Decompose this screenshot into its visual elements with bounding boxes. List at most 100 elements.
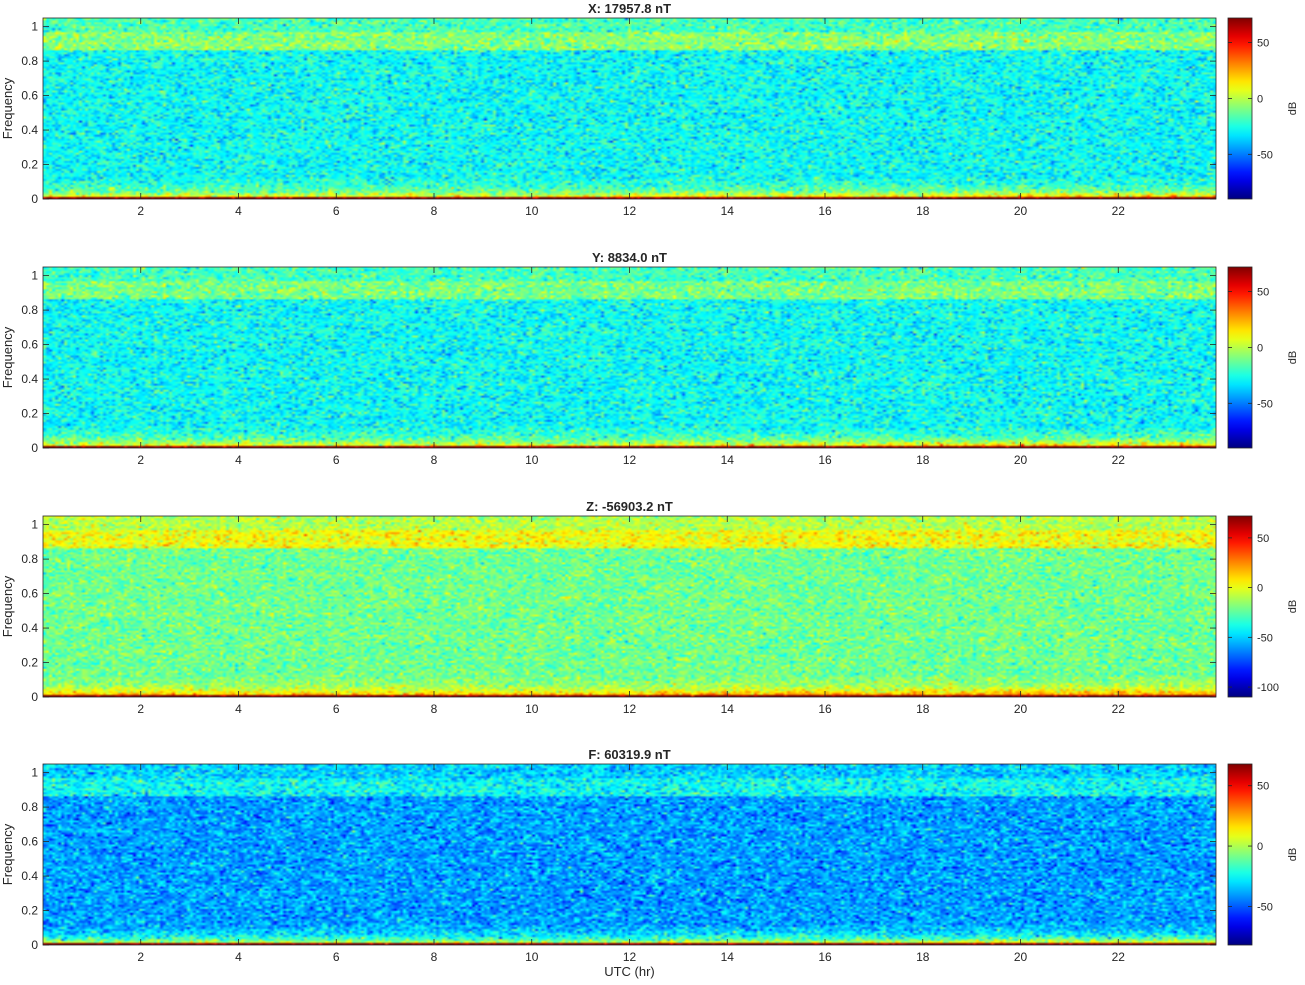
spectrogram-image: [43, 764, 1216, 945]
colorbar-tick-label: -50: [1257, 632, 1273, 644]
colorbar-tick-label: 50: [1257, 38, 1269, 50]
x-tick-label: 10: [525, 950, 539, 964]
y-tick-label: 0: [31, 690, 38, 704]
x-tick-label: 18: [916, 204, 930, 218]
x-tick-label: 6: [333, 453, 340, 467]
x-tick-label: 2: [137, 204, 144, 218]
x-tick-label: 20: [1014, 453, 1028, 467]
x-tick-label: 4: [235, 950, 242, 964]
x-tick-label: 16: [818, 204, 832, 218]
y-tick-label: 0.4: [21, 621, 38, 635]
y-tick-label: 1: [31, 269, 38, 283]
x-tick-label: 10: [525, 702, 539, 716]
y-tick-label: 0.4: [21, 123, 38, 137]
colorbar-tick-label: 0: [1257, 342, 1263, 354]
y-tick-label: 0.6: [21, 587, 38, 601]
y-tick-label: 0.2: [21, 407, 38, 421]
colorbar: [1227, 266, 1253, 449]
spectrogram-panel-z: 2 4 6 8 10 12 14 16 18 20 22 0 0.2 0.4 0.6 0.8 1 Z: -5690…: [0, 499, 1299, 716]
colorbar-tick-label: 0: [1257, 93, 1263, 105]
spectrogram-panel-x: 2 4 6 8 10 12 14 16 18 20 22 0 0.2 0.4 0.6 0.8 1 X: 17957…: [0, 1, 1299, 218]
x-tick-label: 12: [623, 453, 637, 467]
y-tick-label: 0.2: [21, 904, 38, 918]
x-tick-label: 6: [333, 950, 340, 964]
x-tick-label: 16: [818, 702, 832, 716]
y-tick-label: 1: [31, 20, 38, 34]
y-axis-label: Frequency: [0, 575, 15, 637]
colorbar-tick-label: 0: [1257, 583, 1263, 595]
panel-title: Z: -56903.2 nT: [586, 499, 673, 514]
x-tick-label: 20: [1014, 950, 1028, 964]
y-tick-label: 0: [31, 441, 38, 455]
x-tick-label: 20: [1014, 702, 1028, 716]
x-tick-label: 22: [1112, 702, 1126, 716]
x-tick-label: 18: [916, 950, 930, 964]
x-tick-label: 2: [137, 950, 144, 964]
colorbar-tick-label: 0: [1257, 841, 1263, 853]
colorbar-tick-label: -100: [1257, 682, 1279, 694]
x-tick-label: 14: [721, 204, 735, 218]
x-tick-label: 14: [721, 453, 735, 467]
y-tick-label: 0.4: [21, 869, 38, 883]
y-tick-label: 0.6: [21, 89, 38, 103]
x-tick-label: 12: [623, 702, 637, 716]
y-tick-label: 0: [31, 938, 38, 952]
colorbar-tick-label: -50: [1257, 149, 1273, 161]
spectrogram-panel-y: 2 4 6 8 10 12 14 16 18 20 22 0 0.2 0.4 0.6 0.8 1 Y: 8834.…: [0, 250, 1299, 467]
x-tick-label: 4: [235, 204, 242, 218]
colorbar-tick-label: 50: [1257, 781, 1269, 793]
x-tick-label: 8: [431, 453, 438, 467]
colorbar: [1227, 763, 1253, 946]
y-tick-label: 0.8: [21, 800, 38, 814]
y-tick-label: 0.8: [21, 303, 38, 317]
y-tick-label: 0.4: [21, 372, 38, 386]
y-tick-label: 0.6: [21, 338, 38, 352]
spectrogram-image: [43, 267, 1216, 448]
x-tick-label: 6: [333, 702, 340, 716]
x-tick-label: 18: [916, 453, 930, 467]
colorbar-tick-label: -50: [1257, 398, 1273, 410]
colorbar-tick-label: 50: [1257, 533, 1269, 545]
x-tick-label: 2: [137, 702, 144, 716]
spectrogram-image: [43, 18, 1216, 199]
x-tick-label: 14: [721, 702, 735, 716]
colorbar-tick-label: 50: [1257, 287, 1269, 299]
y-tick-label: 1: [31, 518, 38, 532]
panel-title: Y: 8834.0 nT: [592, 250, 667, 265]
colorbar-label: dB: [1287, 102, 1299, 115]
x-tick-label: 8: [431, 950, 438, 964]
x-tick-label: 4: [235, 702, 242, 716]
x-tick-label: 16: [818, 950, 832, 964]
x-tick-label: 2: [137, 453, 144, 467]
x-axis-label: UTC (hr): [604, 964, 655, 979]
x-tick-label: 6: [333, 204, 340, 218]
x-tick-label: 12: [623, 950, 637, 964]
panel-title: X: 17957.8 nT: [588, 1, 671, 16]
x-tick-label: 20: [1014, 204, 1028, 218]
spectrogram-image: [43, 516, 1216, 697]
x-tick-label: 22: [1112, 204, 1126, 218]
x-tick-label: 10: [525, 453, 539, 467]
colorbar-label: dB: [1287, 600, 1299, 613]
y-tick-label: 0.6: [21, 835, 38, 849]
y-axis-label: Frequency: [0, 823, 15, 885]
y-axis-label: Frequency: [0, 326, 15, 388]
y-tick-label: 1: [31, 766, 38, 780]
panel-title: F: 60319.9 nT: [588, 747, 670, 762]
colorbar-label: dB: [1287, 848, 1299, 861]
y-tick-label: 0: [31, 192, 38, 206]
x-tick-label: 22: [1112, 453, 1126, 467]
x-tick-label: 8: [431, 204, 438, 218]
spectrogram-panel-f: 2 4 6 8 10 12 14 16 18 20 22 0 0.2 0.4 0.6 0.8 1 F: 60319…: [0, 747, 1299, 979]
x-tick-label: 18: [916, 702, 930, 716]
y-tick-label: 0.8: [21, 552, 38, 566]
colorbar: [1227, 515, 1253, 698]
x-tick-label: 14: [721, 950, 735, 964]
colorbar-tick-label: -50: [1257, 901, 1273, 913]
y-tick-label: 0.8: [21, 54, 38, 68]
x-tick-label: 8: [431, 702, 438, 716]
x-tick-label: 22: [1112, 950, 1126, 964]
y-tick-label: 0.2: [21, 158, 38, 172]
